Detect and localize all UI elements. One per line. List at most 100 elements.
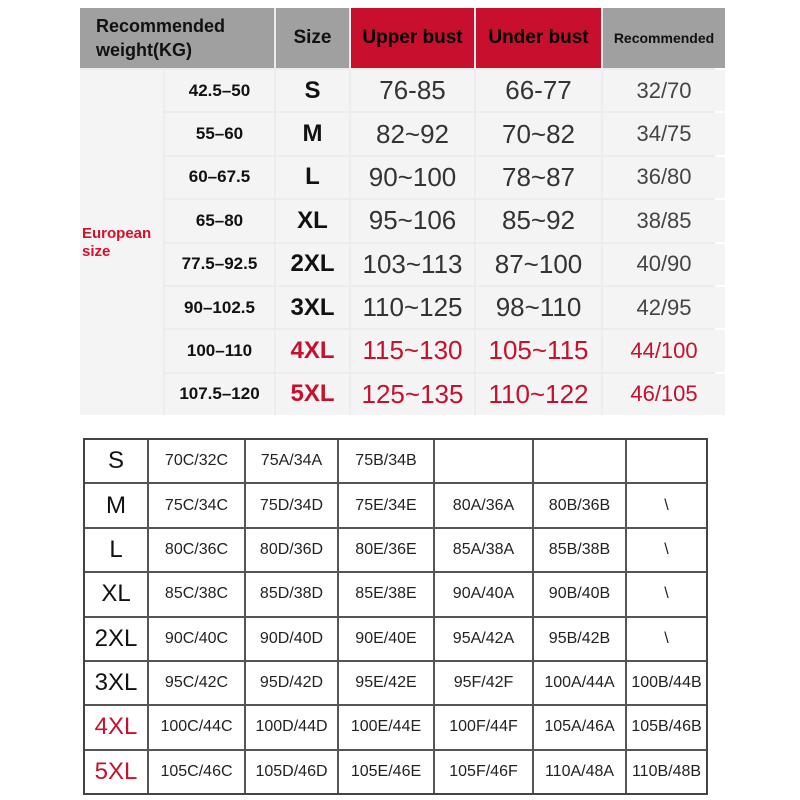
- cell-rec: 32/70: [603, 70, 725, 112]
- cell-upper: 95~106: [351, 200, 474, 242]
- european-size-label: European size: [80, 70, 163, 415]
- cell-upper: 103~113: [351, 243, 474, 285]
- cup-row-size: M: [85, 484, 147, 527]
- cup-size-cell: 95C/42C: [149, 661, 244, 705]
- cell-size: 2XL: [276, 243, 349, 285]
- cell-rec: 34/75: [603, 113, 725, 155]
- cup-size-cell: \: [627, 484, 706, 527]
- cup-size-cell: 75E/34E: [339, 484, 433, 527]
- cell-under: 105~115: [476, 330, 601, 372]
- cup-row-size: 4XL: [85, 706, 147, 749]
- cup-size-cell: 110A/48A: [534, 750, 625, 793]
- cell-size: 3XL: [276, 286, 349, 329]
- cell-weight: 55–60: [165, 113, 274, 155]
- header-upper-bust: Upper bust: [351, 8, 474, 68]
- cell-rec: 36/80: [603, 156, 725, 199]
- cup-size-cell: 90E/40E: [339, 617, 433, 660]
- cell-weight: 107.5–120: [165, 373, 274, 415]
- cup-size-cell: 80C/36C: [149, 528, 244, 572]
- header-recommended: Recommended: [603, 8, 725, 68]
- cup-size-cell: 70C/32C: [149, 440, 244, 483]
- cell-size: XL: [276, 200, 349, 242]
- cell-weight: 60–67.5: [165, 156, 274, 199]
- cup-size-cell: 100E/44E: [339, 706, 433, 749]
- cell-under: 98~110: [476, 286, 601, 329]
- cup-size-cell: \: [627, 573, 706, 616]
- header-under-bust: Under bust: [476, 8, 601, 68]
- cell-rec: 40/90: [603, 243, 725, 285]
- cup-row-size: 5XL: [85, 750, 147, 793]
- cup-size-cell: 100B/44B: [627, 661, 706, 705]
- cup-size-cell: 90B/40B: [534, 573, 625, 616]
- cell-weight: 65–80: [165, 200, 274, 242]
- cup-size-cell: 85C/38C: [149, 573, 244, 616]
- cell-upper: 115~130: [351, 330, 474, 372]
- cup-size-cell: \: [627, 528, 706, 572]
- cup-size-cell: [435, 440, 532, 483]
- cell-upper: 76-85: [351, 70, 474, 112]
- cup-size-cell: 80E/36E: [339, 528, 433, 572]
- cup-size-cell: 100C/44C: [149, 706, 244, 749]
- cup-size-cell: 105F/46F: [435, 750, 532, 793]
- cup-size-cell: [627, 440, 706, 483]
- cell-upper: 125~135: [351, 373, 474, 415]
- cell-size: L: [276, 156, 349, 199]
- cup-size-cell: 105A/46A: [534, 706, 625, 749]
- cup-size-cell: 100F/44F: [435, 706, 532, 749]
- cell-size: M: [276, 113, 349, 155]
- cell-under: 66-77: [476, 70, 601, 112]
- cell-under: 87~100: [476, 243, 601, 285]
- header-weight: Recommended weight(KG): [80, 8, 274, 68]
- cup-size-cell: 105E/46E: [339, 750, 433, 793]
- cup-size-cell: 110B/48B: [627, 750, 706, 793]
- cup-size-cell: 85E/38E: [339, 573, 433, 616]
- cup-size-cell: 85B/38B: [534, 528, 625, 572]
- cup-size-cell: \: [627, 617, 706, 660]
- cell-rec: 38/85: [603, 200, 725, 242]
- cup-size-cell: 95D/42D: [246, 661, 337, 705]
- cup-size-cell: 105C/46C: [149, 750, 244, 793]
- cell-under: 85~92: [476, 200, 601, 242]
- cell-under: 110~122: [476, 373, 601, 415]
- cup-row-size: 3XL: [85, 661, 147, 705]
- header-size: Size: [276, 8, 349, 68]
- cup-size-cell: 90C/40C: [149, 617, 244, 660]
- cup-size-cell: 80D/36D: [246, 528, 337, 572]
- cell-weight: 100–110: [165, 330, 274, 372]
- cup-size-cell: 75B/34B: [339, 440, 433, 483]
- cell-rec: 44/100: [603, 330, 725, 372]
- cup-size-cell: 75C/34C: [149, 484, 244, 527]
- cell-size: 5XL: [276, 373, 349, 415]
- cup-row-size: 2XL: [85, 617, 147, 660]
- cup-row-size: S: [85, 440, 147, 483]
- cup-size-cell: [534, 440, 625, 483]
- cup-size-cell: 80A/36A: [435, 484, 532, 527]
- cup-size-cell: 95F/42F: [435, 661, 532, 705]
- cup-size-cell: 75D/34D: [246, 484, 337, 527]
- cell-upper: 110~125: [351, 286, 474, 329]
- cup-size-table: S 70C/32C 75A/34A 75B/34B M 75C/34C 75D/34D 75E…: [83, 438, 708, 795]
- cup-size-cell: 85A/38A: [435, 528, 532, 572]
- cell-weight: 77.5–92.5: [165, 243, 274, 285]
- cell-size: S: [276, 70, 349, 112]
- cell-under: 70~82: [476, 113, 601, 155]
- cup-size-cell: 90A/40A: [435, 573, 532, 616]
- size-chart-table: Recommended weight(KG) Size Upper bust U…: [80, 8, 725, 415]
- cup-size-cell: 100D/44D: [246, 706, 337, 749]
- cup-size-cell: 85D/38D: [246, 573, 337, 616]
- cup-size-cell: 80B/36B: [534, 484, 625, 527]
- cell-rec: 46/105: [603, 373, 725, 415]
- cell-upper: 82~92: [351, 113, 474, 155]
- cup-size-cell: 95E/42E: [339, 661, 433, 705]
- cup-size-cell: 95B/42B: [534, 617, 625, 660]
- cell-under: 78~87: [476, 156, 601, 199]
- cup-row-size: XL: [85, 573, 147, 616]
- cup-size-cell: 95A/42A: [435, 617, 532, 660]
- cell-size: 4XL: [276, 330, 349, 372]
- cup-size-cell: 75A/34A: [246, 440, 337, 483]
- cell-weight: 42.5–50: [165, 70, 274, 112]
- cell-weight: 90–102.5: [165, 286, 274, 329]
- cup-size-cell: 105D/46D: [246, 750, 337, 793]
- cell-upper: 90~100: [351, 156, 474, 199]
- cup-size-cell: 90D/40D: [246, 617, 337, 660]
